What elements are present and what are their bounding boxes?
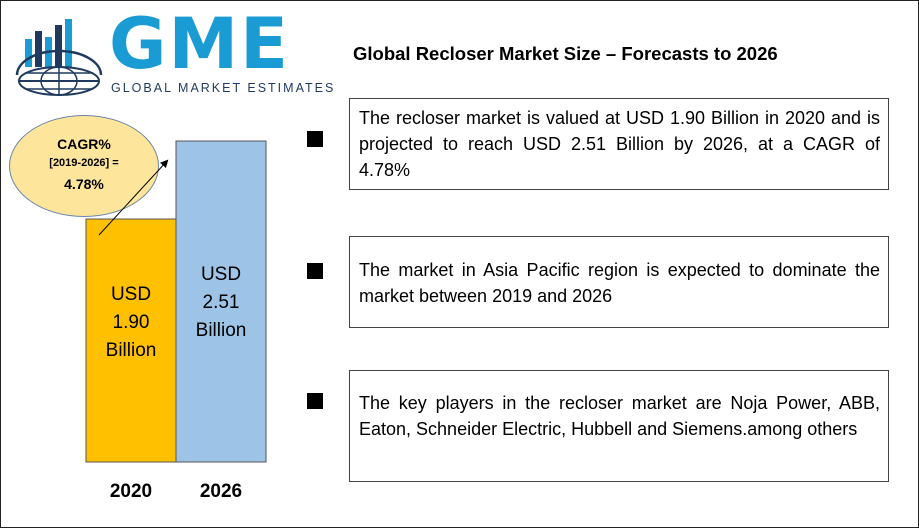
page-title: Global Recloser Market Size – Forecasts … xyxy=(353,43,778,64)
bullet-marker xyxy=(307,393,323,409)
bar-value-line: USD xyxy=(200,264,242,285)
bullet-marker xyxy=(307,263,323,279)
x-tick-label: 2020 xyxy=(109,481,153,502)
key-point-1: The recloser market is valued at USD 1.9… xyxy=(349,98,889,190)
logo-subtitle: GLOBAL MARKET ESTIMATES xyxy=(111,81,336,95)
key-point-2: The market in Asia Pacific region is exp… xyxy=(349,236,889,328)
bullet-marker xyxy=(307,131,323,147)
key-point-3: The key players in the recloser market a… xyxy=(349,370,889,482)
growth-arrow xyxy=(98,159,169,236)
bar-2020 xyxy=(85,218,177,463)
cagr-badge: CAGR% [2019-2026] = 4.78% xyxy=(9,115,159,217)
logo-text: GME xyxy=(109,3,290,85)
bar-value-line: Billion xyxy=(195,320,247,341)
bar-chart xyxy=(85,140,267,463)
bar-value-label: USD 2.51 Billion xyxy=(176,261,266,345)
bar-2026 xyxy=(175,140,267,463)
bar-value-line: 2.51 xyxy=(202,292,240,313)
bar-value-line: USD xyxy=(110,284,152,305)
bar-value-label: USD 1.90 Billion xyxy=(86,281,176,365)
cagr-period: [2019-2026] = xyxy=(49,157,119,169)
bar-value-line: Billion xyxy=(105,340,157,361)
cagr-value: 4.78% xyxy=(64,176,104,192)
cagr-label: CAGR% xyxy=(57,136,111,152)
bar-value-line: 1.90 xyxy=(112,312,150,333)
gme-logo: GME GLOBAL MARKET ESTIMATES xyxy=(11,9,333,97)
x-tick-label: 2026 xyxy=(199,481,243,502)
globe-bars-icon xyxy=(15,19,103,96)
